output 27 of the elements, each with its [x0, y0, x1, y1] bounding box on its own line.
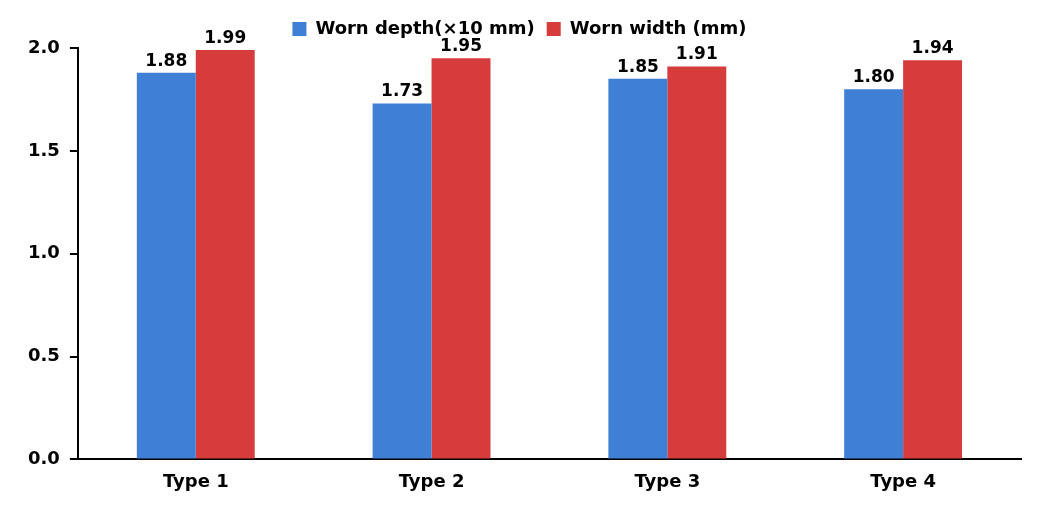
x-tick-label: Type 1	[162, 469, 229, 491]
bar	[136, 72, 196, 459]
data-label: 1.80	[852, 66, 895, 87]
bar	[667, 66, 727, 459]
data-label: 1.94	[911, 37, 954, 58]
bar	[372, 103, 432, 459]
bar	[844, 89, 904, 459]
data-label: 1.85	[616, 55, 659, 76]
y-tick-label: 0.5	[28, 344, 60, 366]
bar	[608, 78, 668, 459]
y-tick-label: 2.0	[28, 35, 60, 57]
x-tick-label: Type 2	[398, 469, 465, 491]
legend-label: Worn depth(×10 mm)	[315, 16, 535, 38]
y-tick-label: 1.5	[28, 138, 60, 160]
data-label: 1.91	[675, 43, 718, 64]
data-label: 1.99	[204, 26, 247, 47]
bar	[903, 60, 963, 459]
data-label: 1.88	[145, 49, 188, 70]
bar	[195, 50, 255, 459]
x-tick-label: Type 4	[870, 469, 936, 491]
data-label: 1.95	[440, 35, 482, 56]
bar	[431, 58, 491, 459]
x-tick-label: Type 3	[634, 469, 701, 491]
y-tick-label: 0.0	[28, 447, 60, 469]
y-tick-label: 1.0	[28, 241, 60, 263]
data-label: 1.73	[381, 80, 424, 101]
legend-label: Worn width (mm)	[569, 16, 747, 38]
